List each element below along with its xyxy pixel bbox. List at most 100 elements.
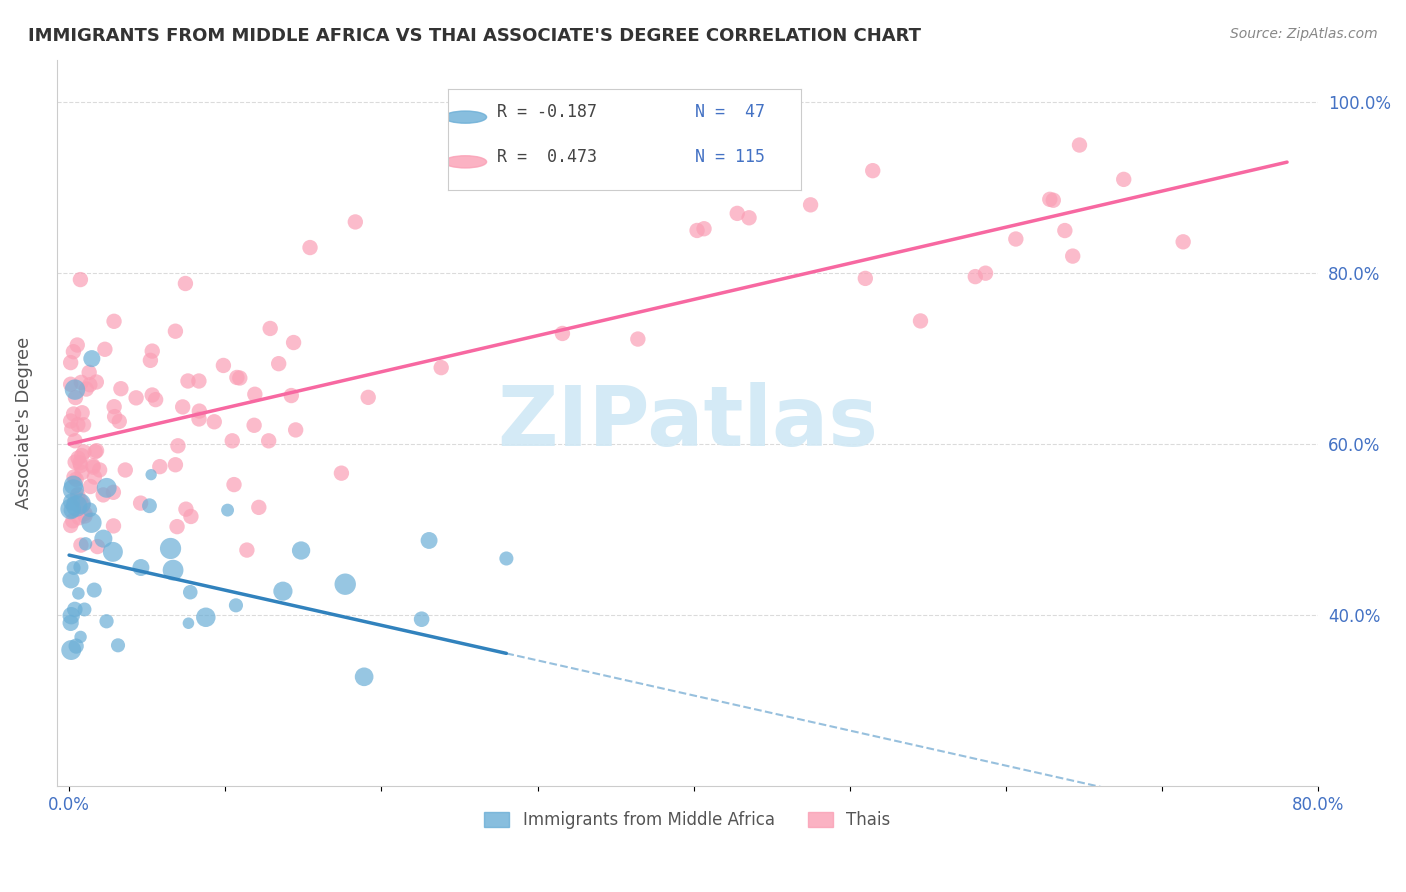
Thais [212,359,235,373]
Thais [965,269,987,284]
Immigrants from Middle Africa [67,586,90,600]
Thais [298,241,321,255]
Immigrants from Middle Africa [411,612,433,626]
Thais [165,458,187,472]
Thais [202,415,225,429]
Immigrants from Middle Africa [96,481,118,495]
Immigrants from Middle Africa [60,643,83,657]
Thais [65,472,87,486]
Thais [229,371,252,385]
Immigrants from Middle Africa [79,503,101,517]
Thais [59,356,82,370]
Thais [357,390,380,404]
Thais [149,459,172,474]
Thais [75,382,97,396]
Immigrants from Middle Africa [59,615,82,630]
Text: ZIPatlas: ZIPatlas [496,382,877,463]
Thais [62,344,84,359]
Thais [66,491,89,506]
Thais [63,434,86,448]
Immigrants from Middle Africa [80,351,103,366]
Thais [73,507,96,521]
Immigrants from Middle Africa [60,608,83,623]
Immigrants from Middle Africa [290,543,312,558]
Immigrants from Middle Africa [69,630,91,644]
Thais [257,434,280,448]
Immigrants from Middle Africa [69,497,91,511]
Thais [236,543,259,558]
Immigrants from Middle Africa [107,638,129,652]
Thais [166,519,188,533]
Immigrants from Middle Africa [63,383,86,397]
Thais [66,417,89,432]
Thais [174,277,197,291]
Thais [60,422,83,436]
Thais [800,198,823,212]
Thais [180,509,202,524]
Immigrants from Middle Africa [138,499,160,513]
Thais [86,540,108,554]
Thais [79,377,101,392]
Text: IMMIGRANTS FROM MIDDLE AFRICA VS THAI ASSOCIATE'S DEGREE CORRELATION CHART: IMMIGRANTS FROM MIDDLE AFRICA VS THAI AS… [28,27,921,45]
Immigrants from Middle Africa [60,503,83,517]
Thais [63,455,86,469]
Thais [89,463,111,477]
Thais [83,470,105,484]
Immigrants from Middle Africa [162,563,184,577]
Thais [103,314,125,328]
Thais [69,272,91,286]
Thais [65,391,87,405]
Thais [259,321,281,335]
Immigrants from Middle Africa [59,502,82,516]
Immigrants from Middle Africa [93,532,115,546]
Thais [1112,172,1135,186]
Thais [167,439,190,453]
Thais [1062,249,1084,263]
Immigrants from Middle Africa [194,610,217,624]
Thais [103,519,125,533]
Thais [974,266,997,280]
Thais [69,458,91,473]
Thais [284,423,307,437]
Thais [66,338,89,352]
Thais [59,377,82,392]
Immigrants from Middle Africa [60,495,83,509]
Thais [1005,232,1028,246]
Thais [738,211,761,225]
Immigrants from Middle Africa [62,483,84,497]
Thais [141,344,163,359]
Thais [77,366,100,380]
Thais [188,404,211,418]
Thais [1173,235,1195,249]
Thais [79,479,101,493]
Thais [225,370,247,384]
Thais [165,324,187,338]
Thais [59,414,82,428]
Immigrants from Middle Africa [80,516,103,530]
Thais [110,382,132,396]
Thais [103,485,125,500]
Text: Source: ZipAtlas.com: Source: ZipAtlas.com [1230,27,1378,41]
Thais [177,374,200,388]
Immigrants from Middle Africa [179,585,201,599]
Immigrants from Middle Africa [418,533,440,548]
Thais [221,434,243,448]
Thais [243,387,266,401]
Thais [63,470,86,484]
Thais [69,493,91,508]
Immigrants from Middle Africa [62,561,84,575]
Thais [72,417,94,432]
Thais [72,498,94,512]
Thais [104,409,127,424]
Thais [59,518,82,533]
Thais [94,343,117,357]
Y-axis label: Associate's Degree: Associate's Degree [15,336,32,508]
Thais [69,456,91,470]
Immigrants from Middle Africa [353,670,375,684]
Legend: Immigrants from Middle Africa, Thais: Immigrants from Middle Africa, Thais [478,805,897,836]
Thais [1069,138,1091,153]
Immigrants from Middle Africa [101,545,124,559]
Thais [1042,193,1064,207]
Thais [84,444,107,458]
Thais [247,500,270,515]
